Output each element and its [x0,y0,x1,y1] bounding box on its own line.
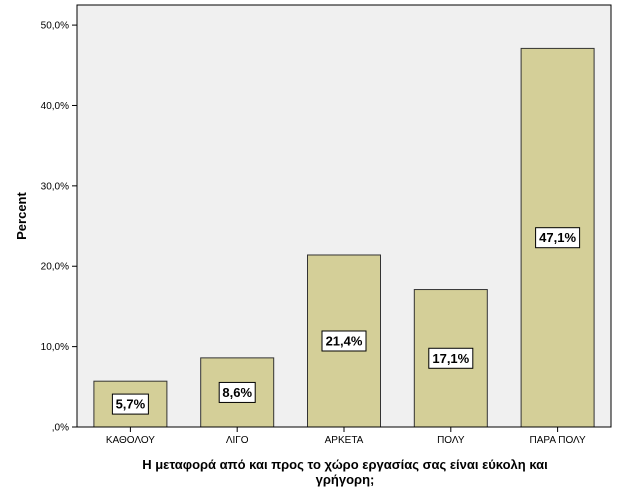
category-label: ΛΙΓΟ [226,435,249,446]
category-label: ΑΡΚΕΤΑ [325,435,364,446]
data-label-box [111,393,149,415]
bar-series [93,47,595,428]
data-label: 17,1% [432,351,469,366]
x-axis-label-line-1: Η μεταφορά από και προς το χώρο εργασίας… [142,457,548,472]
data-label: 5,7% [116,397,146,412]
x-axis-categories: ΚΑΘΟΛΟΥ ΛΙΓΟ ΑΡΚΕΤΑ ΠΟΛΥ ΠΑΡΑ ΠΟΛΥ [106,427,586,446]
y-axis-label: Percent [14,191,29,239]
data-label: 21,4% [326,333,363,348]
data-label: 8,6% [222,385,252,400]
y-tick-label: 40,0% [41,101,69,112]
data-label-box [428,347,474,369]
data-label-box [535,227,581,249]
category-label: ΚΑΘΟΛΟΥ [106,435,155,446]
category-label: ΠΟΛΥ [437,435,465,446]
x-axis-label-line-2: γρήγορη; [316,472,375,487]
y-tick-label: 20,0% [41,262,69,273]
data-label-box [321,330,367,352]
data-label-box [218,381,256,403]
data-label: 47,1% [539,230,576,245]
data-labels: 5,7% 8,6% 21,4% 17,1% 47,1% [111,227,581,415]
y-tick-label: ,0% [52,423,69,434]
category-label: ΠΑΡΑ ΠΟΛΥ [530,435,586,446]
y-tick-label: 50,0% [41,21,69,32]
y-tick-label: 30,0% [41,181,69,192]
y-axis-ticks: ,0% 10,0% 20,0% 30,0% 40,0% 50,0% [41,21,77,434]
y-tick-label: 10,0% [41,342,69,353]
